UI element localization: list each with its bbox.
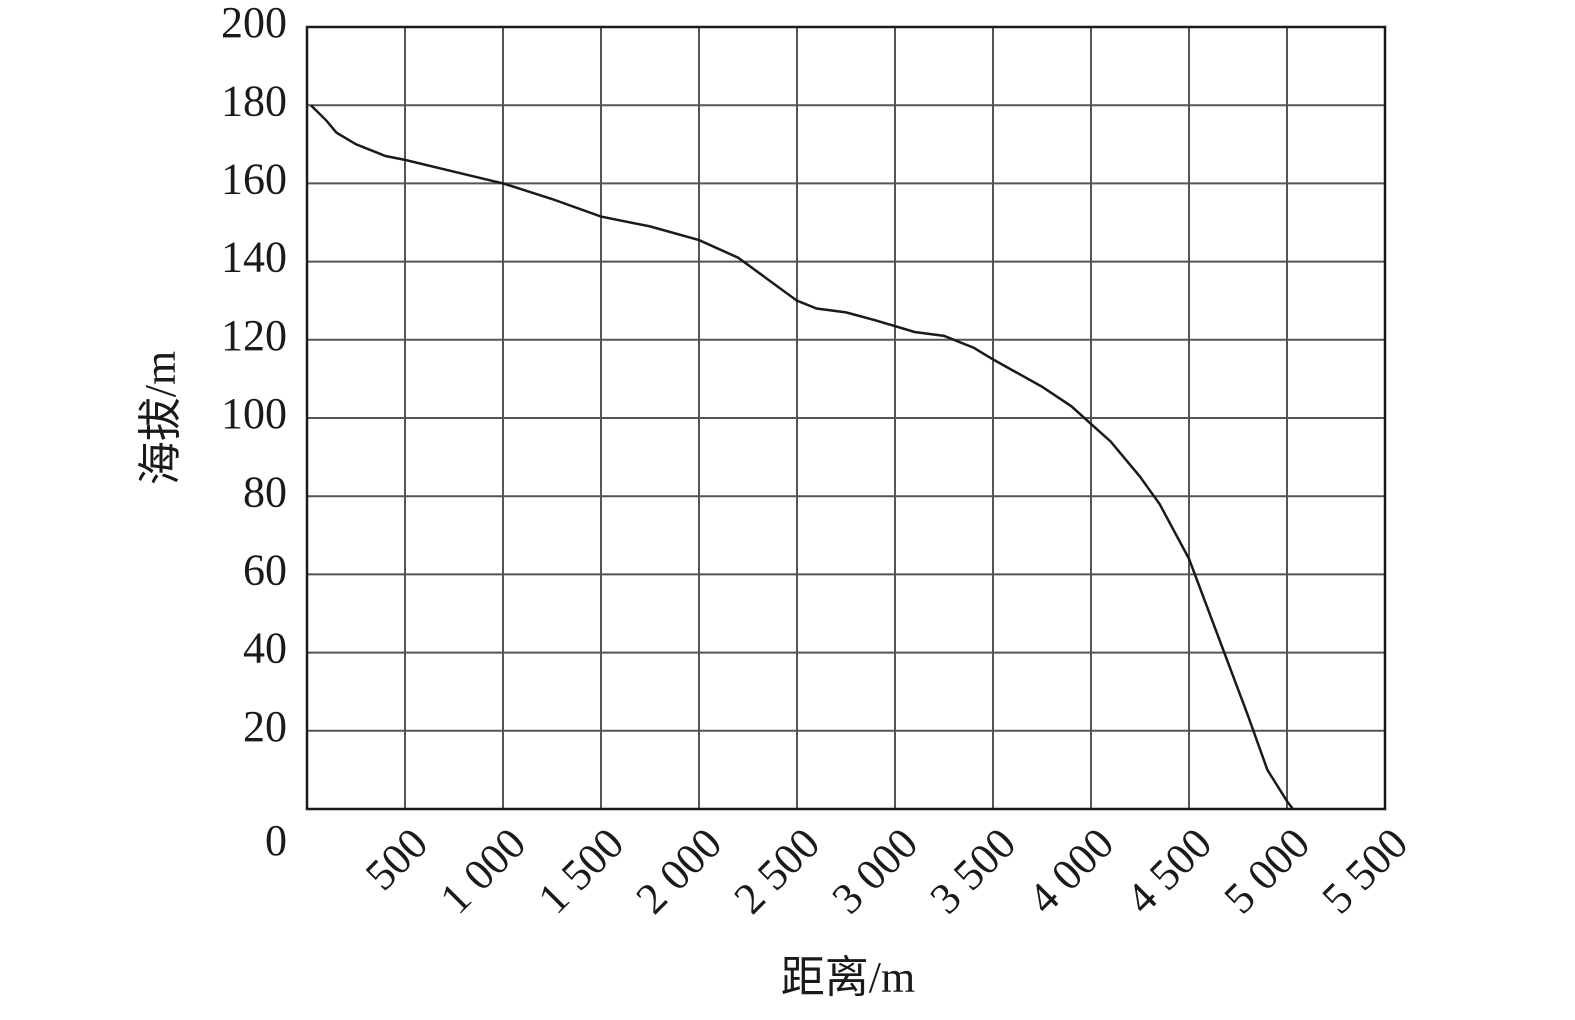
y-tick-label: 0 xyxy=(265,816,287,865)
x-tick-label: 4 500 xyxy=(1117,819,1222,924)
y-tick-label: 200 xyxy=(221,0,287,47)
x-tick-label: 4 000 xyxy=(1019,819,1124,924)
y-tick-label: 160 xyxy=(221,154,287,203)
x-tick-label: 2 000 xyxy=(627,819,732,924)
x-tick-label: 3 500 xyxy=(921,819,1026,924)
y-tick-label: 140 xyxy=(221,233,287,282)
x-tick-label: 1 500 xyxy=(529,819,634,924)
x-tick-label: 3 000 xyxy=(823,819,928,924)
x-tick-label: 2 500 xyxy=(725,819,830,924)
y-tick-label: 120 xyxy=(221,311,287,360)
y-tick-label: 60 xyxy=(243,545,287,594)
line xyxy=(310,104,1294,810)
y-tick-label: 100 xyxy=(221,389,287,438)
y-tick-label: 20 xyxy=(243,702,287,751)
x-tick-label: 5 000 xyxy=(1215,819,1320,924)
y-tick-label: 80 xyxy=(243,467,287,516)
y-tick-label: 180 xyxy=(221,76,287,125)
plot-frame xyxy=(305,25,1387,811)
y-tick-label: 40 xyxy=(243,624,287,673)
x-tick-label: 5 500 xyxy=(1313,819,1418,924)
x-tick-label: 500 xyxy=(356,819,437,900)
y-axis-title: 海拔/m xyxy=(136,351,185,485)
x-tick-label: 1 000 xyxy=(431,819,536,924)
x-axis-title: 距离/m xyxy=(781,953,915,1002)
